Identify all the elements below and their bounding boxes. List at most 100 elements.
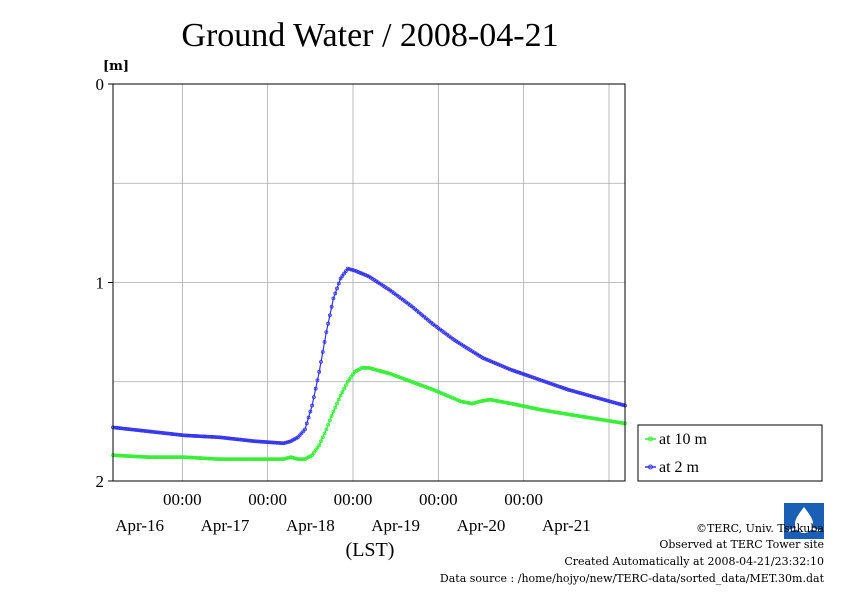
series-point <box>182 455 187 460</box>
series-point <box>283 440 288 445</box>
series-point <box>535 407 540 412</box>
series-point <box>310 403 315 408</box>
series-point <box>427 386 432 391</box>
series-point <box>313 448 318 453</box>
series-point <box>189 455 194 460</box>
series-point <box>114 453 119 458</box>
series-point <box>128 427 133 432</box>
series-point <box>512 402 517 407</box>
series-point <box>395 374 400 379</box>
series-point <box>482 398 487 403</box>
series-point <box>157 455 162 460</box>
series-point <box>207 434 211 439</box>
series-point <box>267 457 272 462</box>
series-point <box>262 440 267 444</box>
series-point <box>416 382 421 387</box>
series-point <box>539 378 544 383</box>
series-point <box>546 409 551 413</box>
series-point <box>514 369 519 374</box>
series-point <box>166 455 171 460</box>
series-point <box>605 398 610 403</box>
series-point <box>285 456 290 461</box>
series-point <box>575 413 579 418</box>
series-point <box>335 401 339 406</box>
series-point <box>201 434 206 439</box>
series-point <box>315 378 320 383</box>
series-point <box>560 385 565 390</box>
series-point <box>484 398 489 403</box>
series-point <box>139 454 144 459</box>
series-point <box>239 457 243 462</box>
series-point <box>208 456 213 461</box>
series-point <box>370 366 375 371</box>
series-point <box>525 405 530 409</box>
series-point <box>199 434 204 439</box>
series-point <box>311 395 316 400</box>
series-point <box>610 419 615 424</box>
series-point <box>127 454 131 458</box>
series-point <box>571 413 576 418</box>
series-point <box>167 455 172 460</box>
series-point <box>347 377 352 382</box>
series-point <box>283 456 288 461</box>
series-point <box>338 393 343 398</box>
series-point <box>164 431 169 436</box>
series-point <box>146 429 151 434</box>
series-point <box>290 455 295 460</box>
series-point <box>244 438 249 443</box>
series-point <box>141 428 146 433</box>
series-point <box>223 436 227 440</box>
series-point <box>551 382 556 387</box>
series-point <box>509 401 514 406</box>
series-point <box>599 397 604 402</box>
series-point <box>292 456 297 461</box>
series-point <box>235 437 240 442</box>
series-point <box>592 395 597 400</box>
series-point <box>519 371 524 376</box>
series-point <box>260 439 265 444</box>
series-point <box>212 456 217 461</box>
series-point <box>143 429 147 433</box>
series-point <box>167 431 172 436</box>
series-point <box>399 375 403 380</box>
series-point <box>610 400 615 405</box>
series-point <box>480 356 485 360</box>
series-point <box>301 457 306 462</box>
series-point <box>125 427 130 431</box>
series-point <box>246 457 251 462</box>
series-point <box>390 372 395 377</box>
series-point <box>411 380 416 385</box>
series-point <box>615 420 620 425</box>
series-point <box>498 363 503 368</box>
series-point <box>171 455 176 460</box>
series-point <box>272 440 277 445</box>
series-point <box>509 367 514 372</box>
series-point <box>185 433 190 438</box>
series-point <box>546 380 551 385</box>
series-point <box>599 417 604 422</box>
series-point <box>150 429 155 434</box>
series-point <box>246 438 251 443</box>
series-point <box>495 361 499 366</box>
series-point <box>244 457 249 462</box>
series-point <box>336 397 341 402</box>
series-point <box>271 457 275 462</box>
series-point <box>557 410 562 415</box>
grid <box>113 84 625 481</box>
series-point <box>527 405 531 410</box>
series-point <box>491 360 496 365</box>
series-point <box>559 411 563 416</box>
series-point <box>210 435 215 439</box>
series-point <box>322 431 327 436</box>
series-point <box>491 398 496 403</box>
series-point <box>295 457 300 462</box>
series-point <box>119 426 124 431</box>
series-point <box>155 430 160 435</box>
series-point <box>319 439 323 444</box>
series-point <box>235 457 240 462</box>
series-point <box>544 408 549 413</box>
series-line-1 <box>112 267 626 444</box>
series-point <box>560 411 565 416</box>
series-point <box>605 418 610 423</box>
